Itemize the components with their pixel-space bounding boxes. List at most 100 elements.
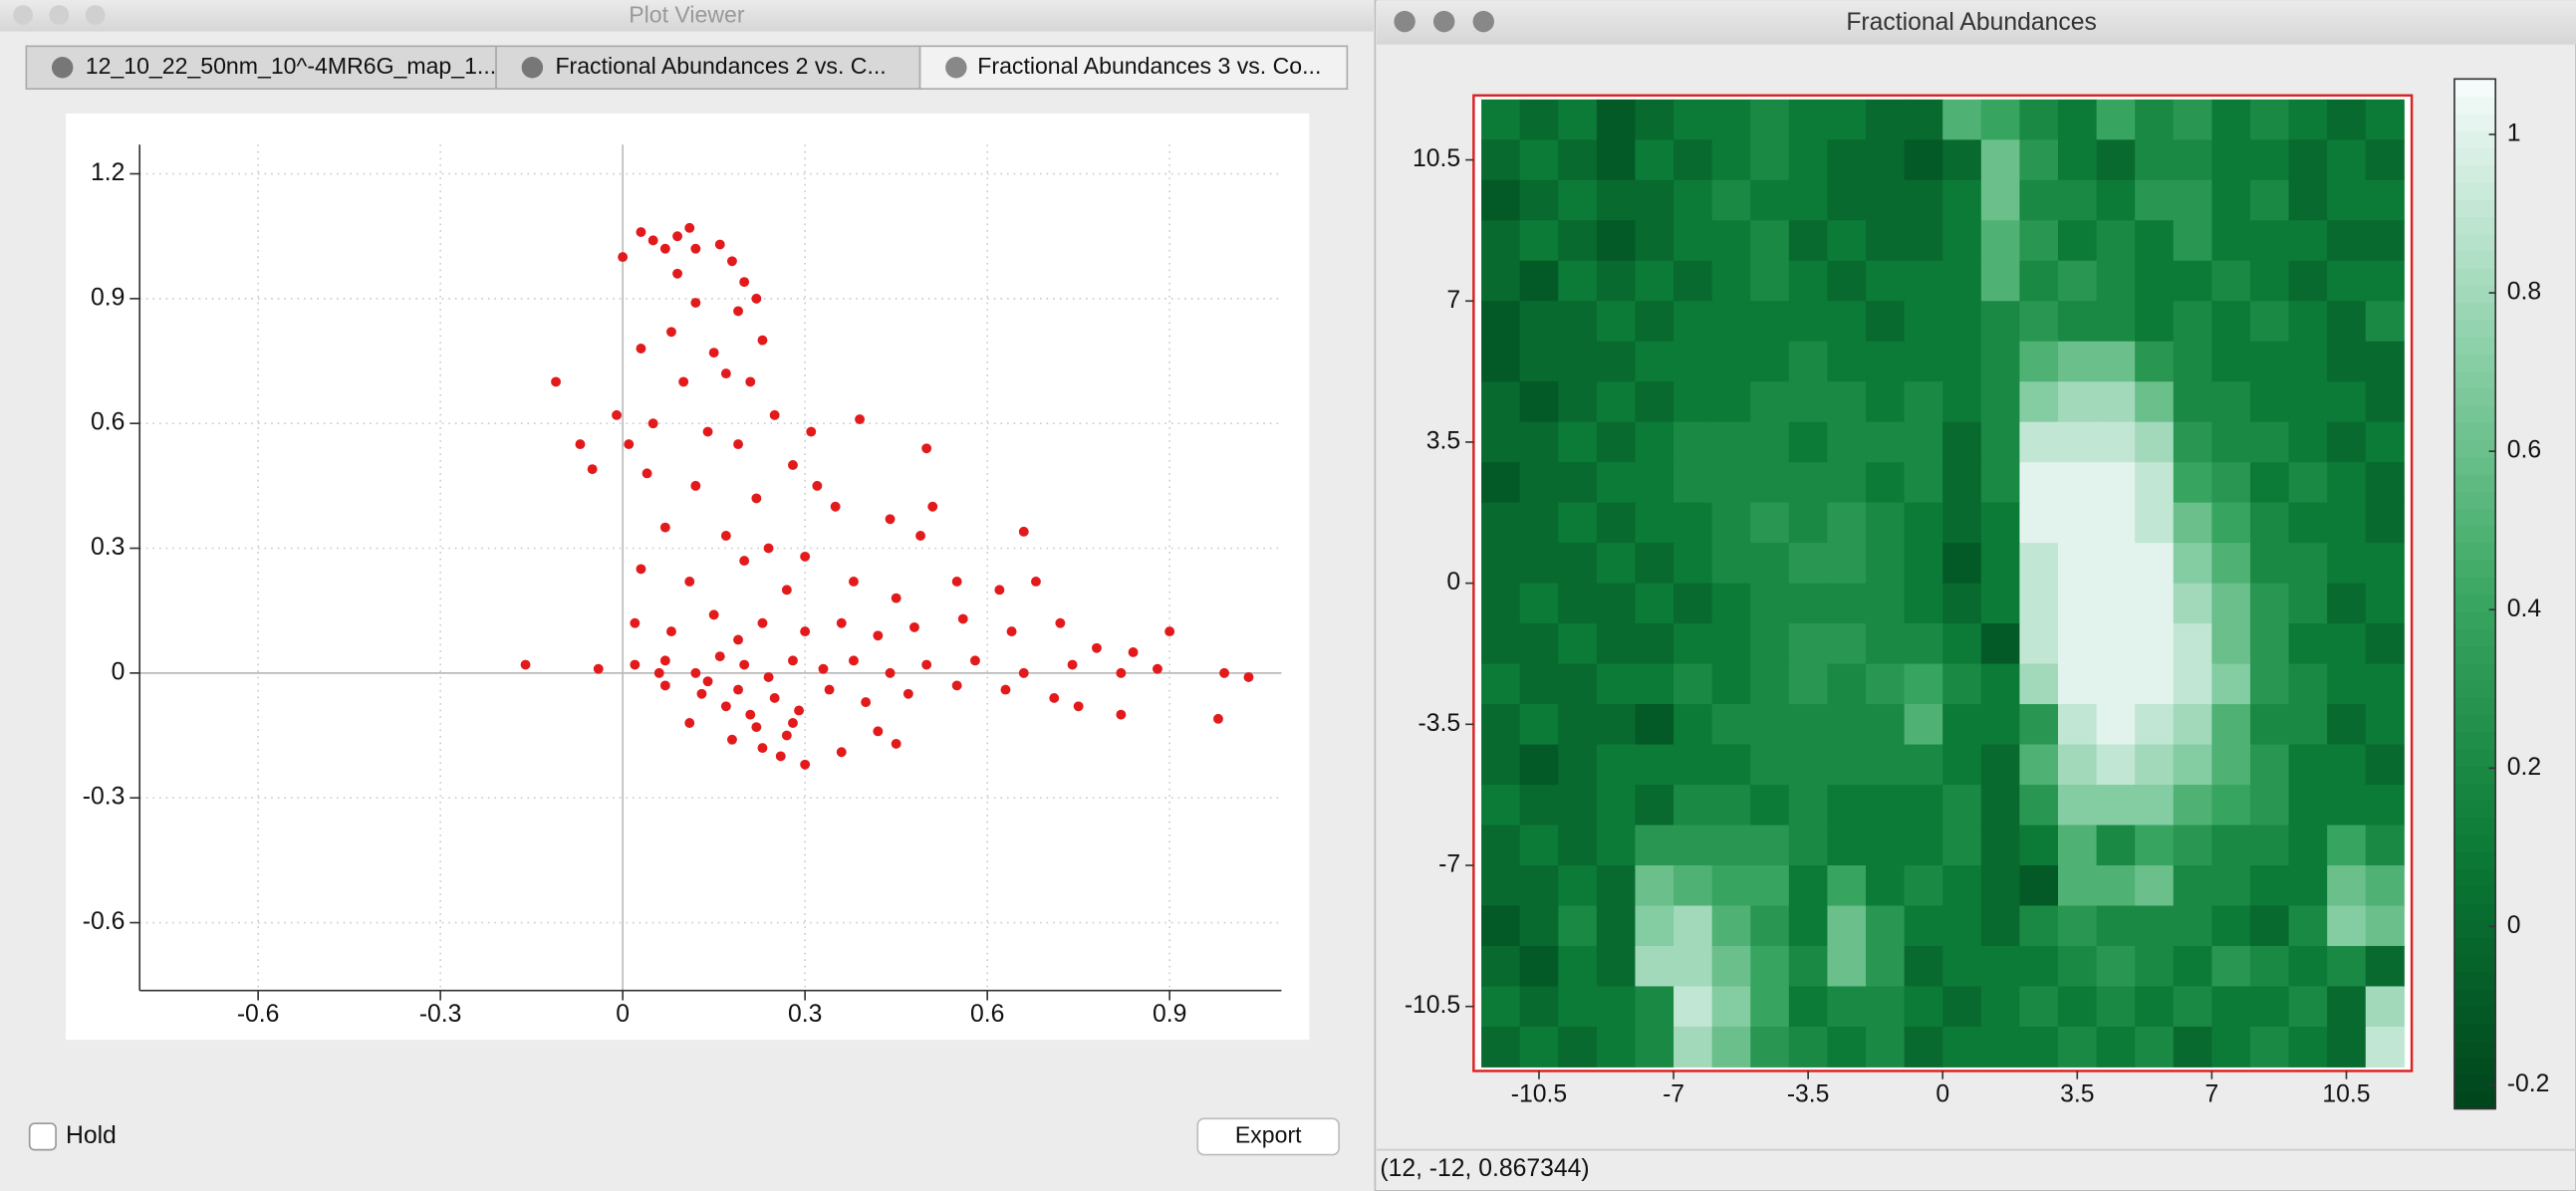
cell — [1635, 825, 1674, 866]
cell — [1711, 99, 1751, 140]
cell — [1750, 945, 1790, 987]
cell — [1481, 260, 1521, 302]
x-tick-label: 0 — [616, 1001, 630, 1028]
cell — [2249, 825, 2290, 866]
cell — [1942, 744, 1982, 786]
point — [751, 493, 762, 504]
tab-close[interactable] — [51, 57, 74, 79]
cell — [1558, 663, 1598, 705]
scatter-plot: -0.6 -0.3 0 0.3 0.6 0.9 -0.6 -0.3 0 0.3 0.6 0.9 1.2 — [83, 144, 1282, 1028]
cell — [1866, 502, 1906, 544]
cell — [1827, 543, 1867, 585]
colorbar-slice — [2453, 456, 2496, 475]
colorbar-slice — [2453, 216, 2496, 235]
cell — [1674, 663, 1713, 705]
cell — [2365, 704, 2405, 746]
point — [800, 551, 811, 562]
cell — [1519, 543, 1559, 585]
colorbar-slice — [2453, 404, 2496, 423]
cell — [2135, 945, 2175, 987]
cell — [1711, 704, 1751, 746]
cell — [2249, 179, 2290, 221]
cell — [1519, 663, 1559, 705]
cell — [1980, 179, 2020, 221]
cell — [1596, 220, 1636, 262]
point — [781, 585, 792, 596]
cell — [1481, 179, 1521, 221]
point — [684, 718, 695, 728]
cell — [1942, 220, 1982, 262]
cell — [1596, 623, 1636, 665]
cell — [1980, 502, 2020, 544]
tab[interactable] — [25, 45, 497, 91]
cell — [1481, 220, 1521, 262]
cell — [2058, 623, 2098, 665]
cell — [1596, 260, 1636, 302]
tab-active[interactable] — [918, 45, 1349, 91]
cell — [1827, 905, 1867, 947]
cell — [1788, 301, 1828, 343]
cell — [2211, 825, 2251, 866]
cell — [1750, 341, 1790, 382]
cell — [1711, 301, 1751, 343]
colorbar-slice — [2453, 645, 2496, 664]
cell — [1711, 139, 1751, 181]
cell — [2211, 864, 2251, 906]
heatmap: -10.5 -7 -3.5 0 3.5 7 10.5 -10.5 -7 -3.5 0 3.5 7 10.5… — [1405, 78, 2549, 1110]
point — [1031, 577, 1041, 587]
cell — [2327, 785, 2367, 827]
cell — [2288, 663, 2328, 705]
x-tick-label: -10.5 — [1511, 1081, 1567, 1108]
zoom-button[interactable] — [85, 5, 106, 25]
point — [891, 738, 902, 749]
cell — [2327, 623, 2367, 665]
tab-close[interactable] — [521, 57, 544, 79]
cell — [1635, 543, 1674, 585]
cell — [1750, 905, 1790, 947]
cell — [1635, 744, 1674, 786]
cell — [1750, 583, 1790, 624]
hold-checkbox[interactable] — [28, 1122, 57, 1151]
point — [751, 293, 762, 304]
cell — [1942, 986, 1982, 1028]
cell — [2135, 663, 2175, 705]
x-tick-label: 3.5 — [2060, 1081, 2094, 1108]
cell — [1788, 825, 1828, 866]
cell — [2249, 139, 2290, 181]
cell — [2211, 341, 2251, 382]
cell — [2096, 220, 2136, 262]
cell — [2365, 381, 2405, 423]
point — [921, 443, 932, 454]
minimize-button[interactable] — [1432, 10, 1455, 33]
colorbar-tick-label: 0.8 — [2507, 279, 2541, 306]
cell — [2096, 139, 2136, 181]
close-button[interactable] — [1394, 10, 1416, 33]
point — [1018, 667, 1029, 678]
export-button[interactable] — [1196, 1117, 1340, 1156]
cell — [1904, 825, 1943, 866]
cell — [1558, 785, 1598, 827]
cell — [2173, 864, 2212, 906]
close-button[interactable] — [13, 5, 33, 25]
cell — [1788, 583, 1828, 624]
cell — [2096, 583, 2136, 624]
cell — [1942, 139, 1982, 181]
minimize-button[interactable] — [49, 5, 70, 25]
cell — [1750, 502, 1790, 544]
point — [800, 759, 811, 770]
zoom-button[interactable] — [1472, 10, 1494, 33]
cell — [1788, 704, 1828, 746]
cell — [1519, 99, 1559, 140]
colorbar-slice — [2453, 713, 2496, 733]
cell — [1750, 99, 1790, 140]
cell — [2249, 905, 2290, 947]
point — [1092, 642, 1102, 653]
cell — [1711, 905, 1751, 947]
cell — [2135, 905, 2175, 947]
cell — [1635, 462, 1674, 504]
cell — [1711, 421, 1751, 463]
point — [1219, 667, 1230, 678]
x-tick-label: -0.6 — [237, 1001, 280, 1028]
point — [647, 235, 658, 246]
tab-close[interactable] — [945, 57, 967, 79]
